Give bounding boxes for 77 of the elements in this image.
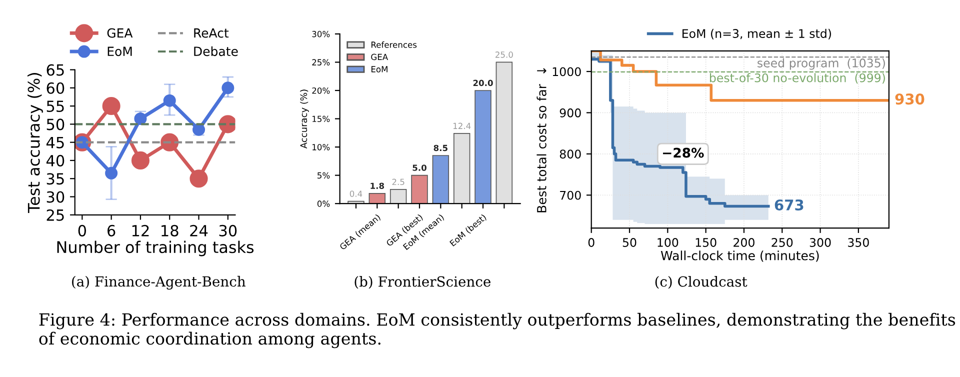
annotation: 673: [774, 199, 804, 210]
data-label: 0.4: [350, 190, 362, 197]
x-tick-label: 100: [658, 238, 678, 247]
point: [222, 82, 234, 94]
y-tick-label: 900: [560, 108, 581, 118]
data-label: 8.5: [434, 144, 448, 152]
y-tick-label: 30: [46, 191, 64, 203]
ref-line-label: best-of-30 no-evolution (999): [710, 73, 885, 84]
annotation: −28%: [663, 148, 704, 158]
x-tick-label: 0: [588, 238, 594, 247]
point: [163, 94, 176, 107]
x-tick-label: 18: [162, 224, 178, 236]
y-tick-label: 55: [46, 100, 64, 112]
x-axis-title: Number of training tasks: [57, 240, 254, 256]
legend-label: GEA: [371, 54, 388, 60]
x-tick-label: 6: [108, 224, 116, 236]
point: [131, 151, 150, 170]
legend-label: References: [371, 41, 417, 48]
text: (a) Finance-Agent-Bench: [72, 276, 246, 290]
bar: [411, 174, 428, 204]
y-tick-label: 25%: [312, 59, 330, 66]
x-tick-label: 30: [219, 224, 237, 236]
x-tick-label: 250: [772, 238, 793, 247]
y-axis-title: Best total cost so far ↓: [536, 68, 546, 212]
y-tick-label: 50: [46, 118, 64, 130]
bar: [496, 62, 513, 204]
x-tick-label: 300: [810, 238, 831, 247]
data-label: 1.8: [370, 182, 384, 190]
legend-label: Debate: [194, 46, 238, 56]
bar: [453, 133, 470, 204]
y-tick-label: 30%: [312, 30, 330, 38]
legend-label: ReAct: [194, 28, 229, 38]
y-tick-label: 5%: [318, 172, 330, 179]
data-label: 5.0: [412, 164, 426, 171]
x-axis-title: Wall-clock time (minutes): [660, 250, 819, 262]
y-tick-label: 25: [46, 209, 64, 221]
annotation: 930: [895, 94, 924, 105]
legend-label: GEA: [107, 28, 133, 38]
y-tick-label: 0%: [317, 200, 330, 207]
y-tick-label: 40: [46, 154, 64, 166]
point: [190, 170, 208, 188]
x-tick-label: 150: [696, 238, 716, 247]
data-label: 2.5: [392, 178, 404, 186]
x-tick-label: 50: [622, 238, 636, 247]
data-label: 12.4: [453, 122, 471, 129]
y-tick-label: 1000: [552, 67, 581, 76]
legend-label: EoM (n=3, mean ± 1 std): [682, 28, 831, 40]
bar: [432, 155, 450, 204]
x-tick-label: 350: [848, 238, 869, 247]
bar: [390, 189, 407, 204]
y-tick-label: 60: [46, 82, 64, 94]
bar: [368, 192, 386, 204]
y-tick-label: 800: [560, 150, 581, 159]
y-axis-title: Test accuracy (%): [28, 73, 43, 214]
text: (b) FrontierScience: [354, 276, 490, 289]
y-tick-label: 15%: [312, 116, 330, 122]
y-axis-title: Accuracy (%): [300, 90, 309, 149]
legend-label: EoM: [371, 66, 388, 72]
caption: Figure 4: Performance across domains. EoM consistently outperforms baselines, demonstrating the benefits of economic coordination among agents.: [39, 312, 956, 348]
y-tick-label: 35: [46, 173, 64, 185]
x-tick-label: 200: [734, 238, 754, 247]
y-tick-label: 10%: [312, 144, 330, 150]
ref-line-label: seed program (1035): [758, 58, 885, 70]
y-tick-label: 700: [560, 190, 581, 200]
data-label: 20.0: [473, 80, 493, 86]
y-tick-label: 45: [46, 136, 64, 148]
text: (c) Cloudcast: [655, 276, 748, 289]
x-tick-label: 12: [132, 224, 149, 236]
y-tick-label: 65: [46, 64, 64, 76]
data-label: 25.0: [496, 52, 513, 58]
x-tick-label: 24: [190, 224, 208, 236]
point: [102, 97, 120, 116]
legend-label: EoM: [108, 46, 132, 56]
x-tick-label: 0: [78, 224, 86, 236]
y-tick-label: 20%: [312, 87, 330, 94]
bar: [474, 90, 492, 204]
point: [105, 166, 118, 180]
